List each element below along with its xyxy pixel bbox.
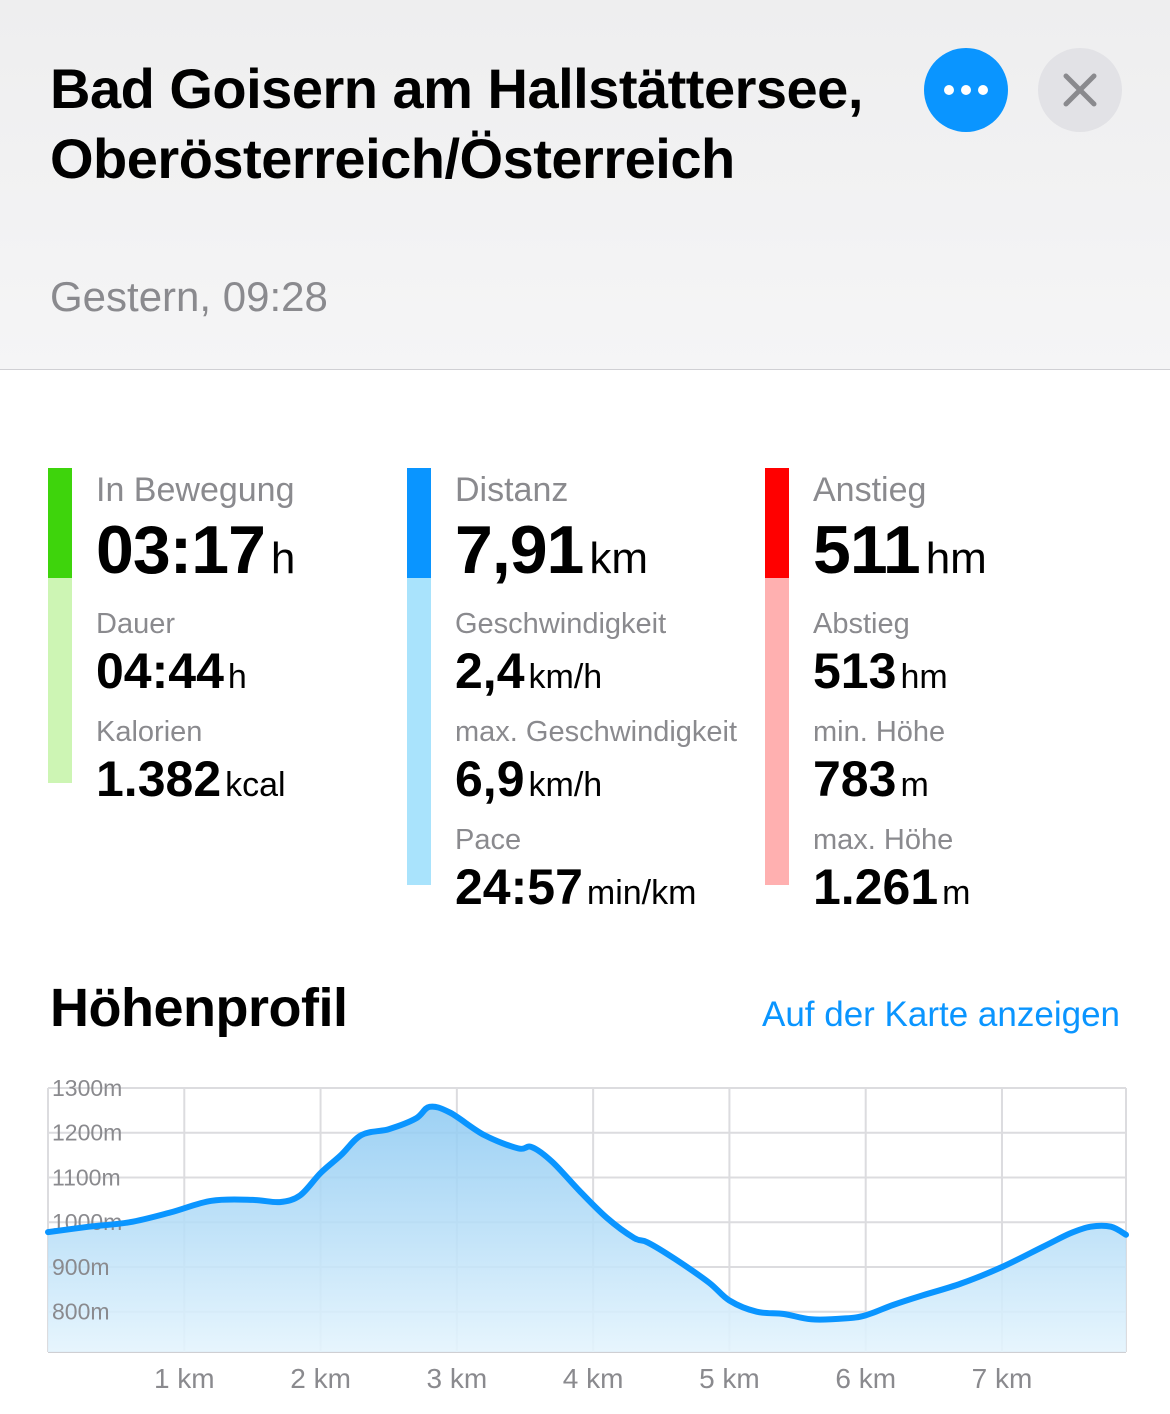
stat-label: max. Geschwindigkeit	[455, 716, 738, 748]
stat-label: Geschwindigkeit	[455, 608, 667, 640]
stat-label: Abstieg	[813, 608, 910, 640]
stat-value: 03:17 h	[96, 510, 295, 599]
x-tick-label: 3 km	[427, 1363, 488, 1394]
stat-number: 1.382	[96, 751, 222, 807]
x-tick-label: 5 km	[699, 1363, 760, 1394]
ascent-bar-strong	[765, 468, 789, 578]
x-tick-label: 7 km	[972, 1363, 1033, 1394]
stat-number: 7,91	[455, 512, 584, 588]
stat-number: 783	[813, 751, 897, 807]
stat-unit: m	[942, 874, 971, 912]
stat-label: Distanz	[455, 471, 569, 509]
stat-unit: h	[270, 534, 296, 583]
stat-number: 04:44	[96, 643, 224, 699]
ascent-stats: Anstieg 511 hm Abstieg 513 hm min. Höhe 78…	[813, 468, 987, 923]
movement-color-bar	[48, 468, 72, 783]
distance-bar-light	[407, 578, 431, 885]
stat-label: Anstieg	[813, 471, 927, 509]
stat-number: 511	[813, 512, 921, 588]
stat-number: 1.261	[813, 859, 939, 915]
elevation-line	[45, 1103, 1129, 1323]
stat-unit: m	[900, 766, 929, 804]
stat-unit: km/h	[528, 766, 603, 804]
stat-label: In Bewegung	[96, 471, 295, 509]
header: Bad Goisern am Hallstättersee, Oberöster…	[0, 0, 1170, 370]
x-tick-label: 4 km	[563, 1363, 624, 1394]
ellipsis-icon-dot	[961, 85, 971, 95]
y-tick-label: 900m	[52, 1254, 110, 1280]
stat-number: 513	[813, 643, 897, 699]
stat-unit: kcal	[225, 766, 286, 804]
stat-value: 6,9 km/h	[455, 749, 737, 815]
stats-panel: In Bewegung 03:17 h Dauer 04:44 h Kalorien…	[0, 468, 1170, 915]
stat-label: Dauer	[96, 608, 175, 640]
more-button[interactable]	[924, 48, 1008, 132]
stat-value: 04:44 h	[96, 641, 295, 707]
stat-unit: h	[227, 658, 247, 696]
stat-value: 24:57 min/km	[455, 857, 737, 923]
page-title: Bad Goisern am Hallstättersee, Oberöster…	[50, 57, 863, 190]
distance-color-bar	[407, 468, 431, 885]
stat-value: 783 m	[813, 749, 987, 815]
ascent-color-bar	[765, 468, 789, 885]
stat-number: 2,4	[455, 643, 525, 699]
y-tick-label: 1100m	[52, 1164, 121, 1190]
y-tick-label: 1300m	[52, 1075, 122, 1101]
stat-label: Pace	[455, 824, 522, 856]
stat-value: 511 hm	[813, 510, 987, 599]
stat-value: 1.382 kcal	[96, 749, 295, 815]
movement-bar-strong	[48, 468, 72, 578]
elevation-area	[48, 1106, 1126, 1352]
x-tick-label: 2 km	[290, 1363, 351, 1394]
stat-label: Kalorien	[96, 716, 203, 748]
stat-number: 6,9	[455, 751, 525, 807]
stat-label: max. Höhe	[813, 824, 954, 856]
ellipsis-icon	[944, 85, 954, 95]
stat-label: min. Höhe	[813, 716, 946, 748]
stat-value: 2,4 km/h	[455, 641, 737, 707]
y-tick-label: 800m	[52, 1299, 110, 1325]
close-button[interactable]	[1038, 48, 1122, 132]
stat-value: 7,91 km	[455, 510, 737, 599]
stat-unit: km	[589, 534, 649, 583]
ellipsis-icon-dot	[978, 85, 988, 95]
ascent-bar-light	[765, 578, 789, 885]
stat-unit: km/h	[528, 658, 603, 696]
y-tick-label: 1200m	[52, 1120, 122, 1146]
stat-unit: hm	[900, 658, 948, 696]
stat-number: 24:57	[455, 859, 583, 915]
stat-value: 1.261 m	[813, 857, 987, 923]
show-on-map-link[interactable]: Auf der Karte anzeigen	[761, 995, 1120, 1034]
activity-date: Gestern, 09:28	[50, 273, 328, 320]
stat-number: 03:17	[96, 512, 266, 588]
movement-stats: In Bewegung 03:17 h Dauer 04:44 h Kalorien…	[96, 468, 295, 815]
section-title: Höhenprofil	[50, 978, 348, 1038]
stat-unit: hm	[925, 534, 987, 583]
stat-value: 513 hm	[813, 641, 987, 707]
distance-stats: Distanz 7,91 km Geschwindigkeit 2,4 km/h m…	[455, 468, 737, 923]
distance-bar-strong	[407, 468, 431, 578]
close-icon	[1063, 73, 1097, 107]
x-tick-label: 1 km	[154, 1363, 215, 1394]
stat-unit: min/km	[586, 874, 697, 912]
movement-bar-light	[48, 578, 72, 783]
x-tick-label: 6 km	[835, 1363, 896, 1394]
